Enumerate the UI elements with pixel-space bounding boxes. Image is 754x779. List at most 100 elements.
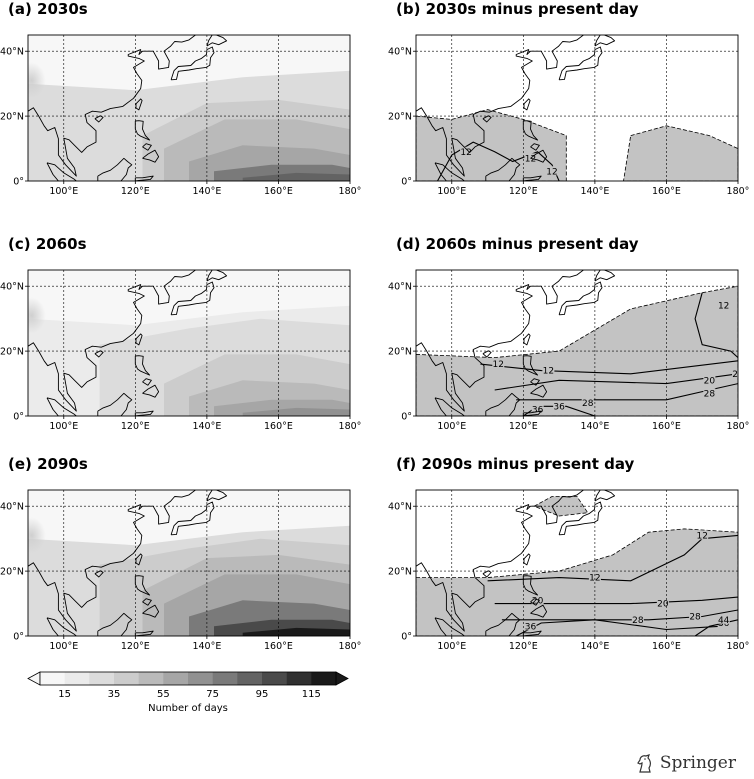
x-tick-label: 100°E [49,186,78,197]
hotspot [28,517,46,554]
coastline [134,355,151,376]
coastline [134,120,151,141]
coastline [485,392,521,416]
coastline [558,281,603,316]
contour-label-bg [703,388,716,398]
colorbar-segment [40,672,65,685]
coastline [97,392,133,416]
coastline [142,598,152,606]
colorbar-segment [286,672,312,685]
contour-label: 20 [532,596,544,606]
coastline [134,175,154,181]
contour-label-bg [696,530,709,540]
contour-label: 12 [493,360,504,370]
contour-label-bg [717,614,730,624]
y-tick-label: 40°N [0,47,24,58]
contour-label-bg [581,398,594,408]
coastline [134,410,154,416]
contour-line [480,360,738,375]
panel-title: (e) 2090s [8,455,88,473]
contour-label-bg [492,359,505,369]
y-tick-label: 0° [401,632,412,643]
shading-band [242,172,350,181]
contour-label: 36 [532,406,544,416]
coastline [522,410,542,416]
y-tick-label: 40°N [0,502,24,513]
panel-title: (c) 2060s [8,235,87,253]
x-tick-label: 160°E [264,641,293,652]
contour-label-bg [531,404,544,414]
panel-title: (a) 2030s [8,0,88,18]
contour-label-bg [588,572,601,582]
coastline [142,384,160,398]
contour-label: 12 [460,148,471,158]
y-tick-label: 20°N [388,347,412,358]
y-tick-label: 0° [13,412,24,423]
coastline [135,333,143,346]
coastline [530,604,548,618]
coastline [416,35,585,177]
x-tick-label: 160°E [264,421,293,432]
coastline [28,35,197,177]
knight-logo-icon [636,754,651,773]
coastline [522,355,539,376]
contour-label-bg [553,401,566,411]
colorbar-segment [311,672,337,685]
x-tick-label: 120°E [121,641,150,652]
colorbar-tick-label: 35 [108,689,121,700]
x-tick-label: 120°E [509,641,538,652]
coastline [416,270,585,412]
coastline [46,617,77,636]
y-tick-label: 20°N [0,567,24,578]
map-panel-c: 100°E 120°E 140°E 160°E 180° 0° 20°N 40°N (c) 20… [0,235,361,432]
y-tick-label: 0° [13,632,24,643]
colorbar-segment [163,672,189,685]
coastline [28,490,197,632]
contour-label-bg [542,365,555,375]
panel-title: (d) 2060s minus present day [396,235,639,253]
x-tick-label: 160°E [652,186,681,197]
coastline [170,281,215,316]
contour-label-bg [524,621,537,631]
publisher-name: Springer [659,753,736,773]
coastline [594,490,616,502]
coastline [46,397,77,416]
map-frame [27,34,351,182]
x-tick-label: 120°E [121,186,150,197]
y-tick-label: 40°N [388,502,412,513]
map-frame [27,269,351,417]
x-tick-label: 140°E [580,641,609,652]
colorbar-segment [138,672,164,685]
contour-label: 12 [696,531,707,541]
x-tick-label: 120°E [509,186,538,197]
contour-label: 28 [689,613,701,623]
y-tick-label: 0° [401,177,412,188]
x-tick-label: 100°E [437,641,466,652]
coastline [142,378,152,386]
contour-label-bg [545,166,558,176]
colorbar-tick-label: 75 [206,689,219,700]
contour-label: 12 [525,154,536,164]
coastline [522,575,539,596]
coastline [485,612,521,636]
shading-band [242,407,350,416]
coastline [134,630,154,636]
x-tick-label: 180° [339,186,362,197]
x-tick-label: 160°E [652,641,681,652]
map-panel-d: 12 12 20 20 28 28 36 36 12 100°E 120°E 140°E 160°E 18… [388,235,749,432]
coastline [523,98,531,111]
colorbar-tick-label: 115 [302,689,321,700]
coastline [594,35,616,47]
y-tick-label: 0° [401,412,412,423]
contour-line [501,609,738,621]
contour-label: 36 [718,619,730,629]
colorbar-segment [114,672,139,685]
y-tick-label: 0° [13,177,24,188]
colorbar-tick-label: 95 [256,689,269,700]
colorbar-segment [64,672,90,685]
y-tick-label: 20°N [388,567,412,578]
coastline [97,157,133,181]
coastline [142,604,160,618]
